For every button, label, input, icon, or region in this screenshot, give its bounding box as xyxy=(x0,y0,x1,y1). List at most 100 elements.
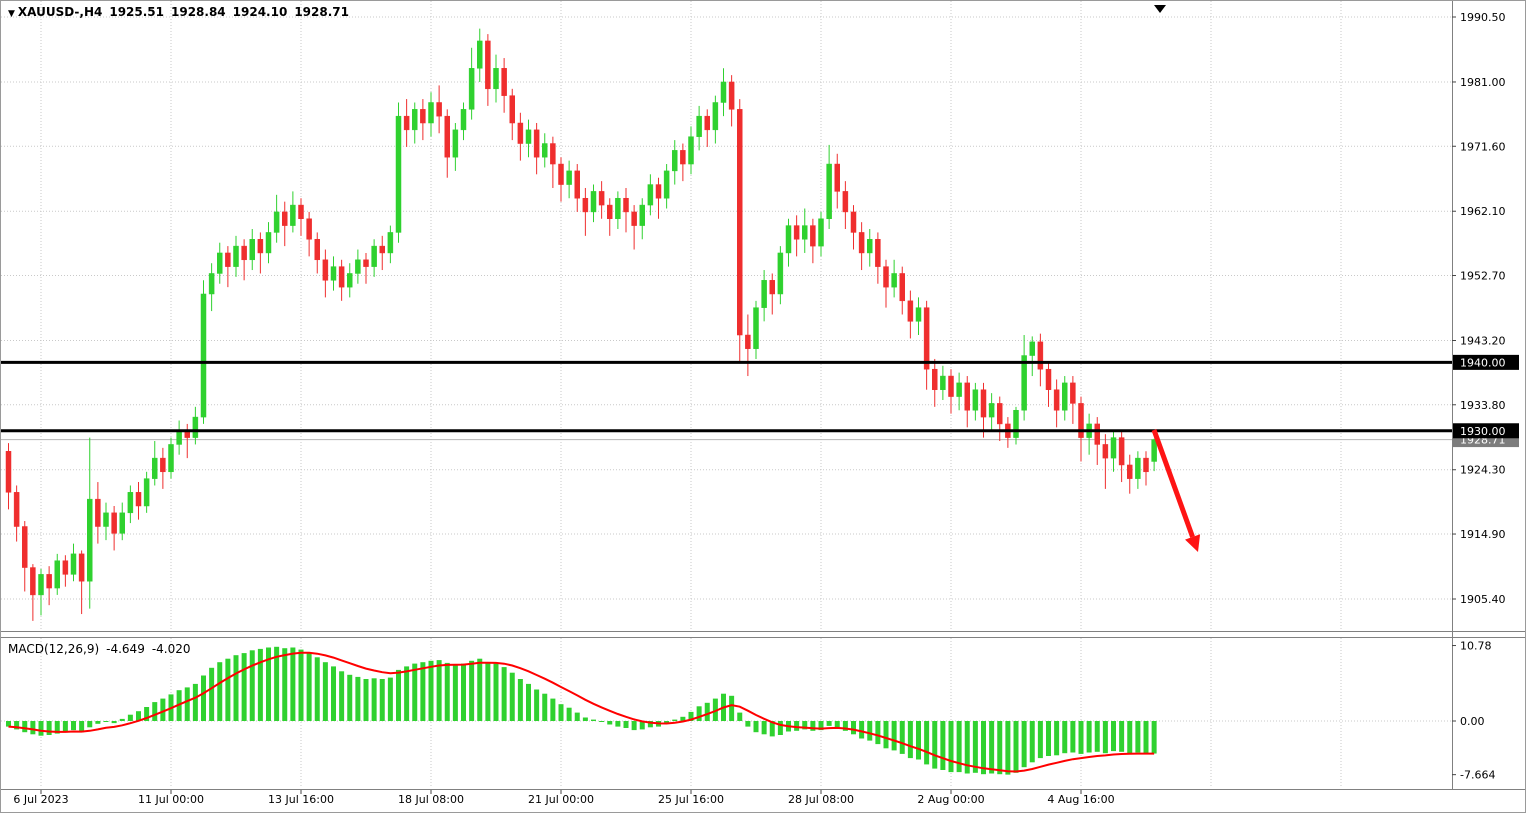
candle-body xyxy=(558,163,564,185)
macd-bar xyxy=(54,721,60,734)
macd-bar xyxy=(859,721,865,739)
collapse-chart-icon[interactable]: ▼ xyxy=(8,9,15,19)
macd-bar xyxy=(241,653,247,721)
time-axis-label: 2 Aug 00:00 xyxy=(917,793,984,806)
candle-body xyxy=(997,403,1003,425)
price-axis[interactable]: 1990.50 1981.00 1971.60 1962.10 1952.70 1943.… xyxy=(1452,11,1506,606)
candle-body xyxy=(152,457,158,479)
macd-bar xyxy=(907,721,913,759)
candle-body xyxy=(412,109,418,131)
candle-body xyxy=(907,300,914,322)
macd-bar xyxy=(266,647,271,721)
candle-body xyxy=(566,170,572,185)
candle-body xyxy=(379,245,385,254)
candle-body xyxy=(818,218,824,247)
macd-bar xyxy=(712,698,718,721)
macd-bar xyxy=(371,678,377,721)
macd-bar xyxy=(1094,721,1100,752)
macd-bar xyxy=(769,721,775,737)
candle-body xyxy=(477,40,483,69)
macd-bar xyxy=(826,721,832,726)
candle-body xyxy=(639,204,645,226)
candle-body xyxy=(54,560,60,589)
candle-body xyxy=(46,574,52,589)
macd-bar xyxy=(1054,721,1060,756)
candle-body xyxy=(980,389,987,418)
macd-bar xyxy=(1005,721,1011,775)
candle-body xyxy=(956,382,962,397)
time-axis-label: 4 Aug 16:00 xyxy=(1047,793,1114,806)
macd-signal-value: -4.020 xyxy=(151,642,191,656)
candle-body xyxy=(542,143,548,158)
macd-bar xyxy=(566,707,572,721)
macd-bar xyxy=(981,721,986,775)
candle-body xyxy=(290,204,296,226)
candle-body xyxy=(842,191,849,213)
macd-bar xyxy=(95,721,101,724)
candle-body xyxy=(899,273,905,302)
candle-body xyxy=(631,211,637,226)
candle-body xyxy=(160,457,166,473)
candle-body xyxy=(1102,444,1109,459)
macd-bar xyxy=(217,662,223,721)
time-axis[interactable]: 6 Jul 2023 11 Jul 00:00 13 Jul 16:00 18 Jul… xyxy=(13,790,1115,806)
macd-bar xyxy=(688,711,694,721)
candle-body xyxy=(22,526,28,568)
candle-body xyxy=(988,403,995,418)
candle-body xyxy=(680,150,686,165)
macd-bar xyxy=(883,721,889,749)
macd-bar xyxy=(534,689,540,721)
candle-body xyxy=(663,170,670,199)
level-price-axis-box: 1930.00 xyxy=(1453,423,1519,439)
macd-bar xyxy=(696,706,702,721)
macd-bar xyxy=(623,721,629,728)
candle-body xyxy=(655,184,662,199)
candle-body xyxy=(468,68,475,110)
candle-body xyxy=(793,225,800,240)
macd-bar xyxy=(615,721,621,727)
macd-bar xyxy=(639,721,645,730)
macd-bar xyxy=(14,721,20,730)
price-axis-label: 1962.10 xyxy=(1460,205,1506,218)
candle-body xyxy=(598,191,605,206)
candle-body xyxy=(915,307,922,322)
scroll-position-marker[interactable] xyxy=(1154,5,1166,13)
candle-body xyxy=(1127,464,1133,479)
macd-bar xyxy=(30,721,36,735)
macd-bar xyxy=(1013,721,1019,773)
candle-body xyxy=(493,68,499,90)
macd-bar xyxy=(274,646,280,721)
macd-axis[interactable]: 10.78 0.00 -7.664 xyxy=(1452,640,1495,782)
candle-body xyxy=(1053,389,1060,411)
trend-arrow[interactable] xyxy=(1151,429,1201,552)
candle-body xyxy=(249,239,255,261)
macd-bar xyxy=(396,669,401,721)
level-price-label: 1930.00 xyxy=(1460,425,1506,438)
candle-body xyxy=(1013,409,1019,438)
price-axis-label: 1933.80 xyxy=(1460,399,1506,412)
macd-bar xyxy=(331,666,336,721)
candle-body xyxy=(330,266,337,281)
ohlc-open-value: 1925.51 xyxy=(109,5,164,19)
candle-body xyxy=(745,334,751,349)
candle-body xyxy=(802,225,808,240)
candle-body xyxy=(347,273,353,288)
candle-body xyxy=(192,416,199,438)
candle-body xyxy=(208,273,215,295)
candle-body xyxy=(420,109,426,124)
candle-body xyxy=(972,389,979,411)
macd-bar xyxy=(1111,721,1116,752)
macd-bar xyxy=(347,674,353,721)
candle-body xyxy=(225,252,231,267)
candle-body xyxy=(777,252,784,295)
candle-body xyxy=(875,239,881,267)
price-axis-label: 1914.90 xyxy=(1460,528,1506,541)
macd-bar xyxy=(875,721,881,745)
macd-bar xyxy=(509,672,515,721)
macd-bar xyxy=(233,655,239,721)
candle-body xyxy=(737,109,743,336)
macd-bar xyxy=(664,721,670,724)
macd-bar xyxy=(704,702,710,721)
